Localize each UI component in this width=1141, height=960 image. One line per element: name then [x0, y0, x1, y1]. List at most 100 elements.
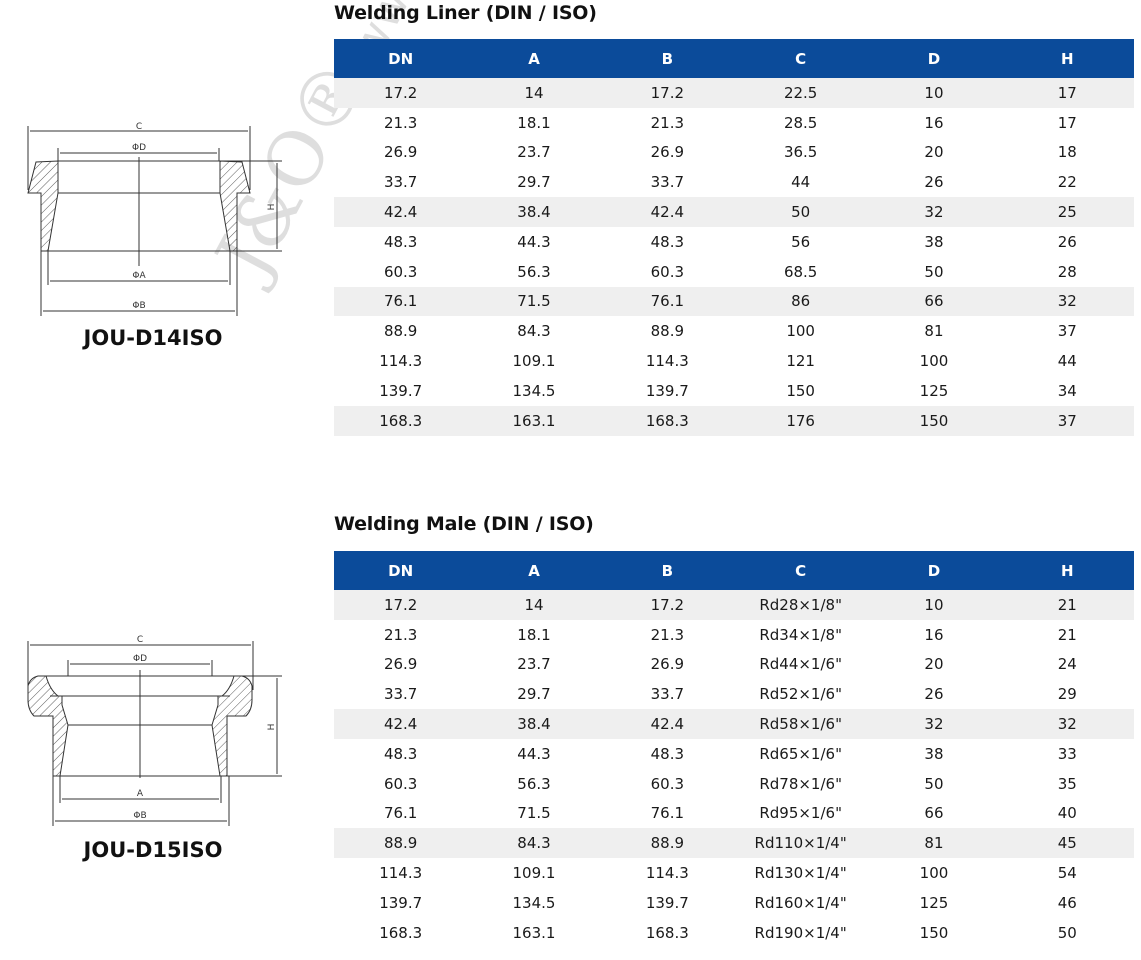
column-header-dn: DN: [334, 551, 468, 590]
cell-dn: 114.3: [379, 864, 423, 883]
liner-table: DN A B C D H 17.2 14 17.2 22.5 10 17 21.3 18.1 21.3 28…: [334, 39, 1134, 436]
cell-b: 48.3: [650, 232, 685, 251]
cell-a: 44.3: [517, 232, 551, 251]
cell-h: 21: [1000, 590, 1134, 620]
cell-a: 38.4: [467, 197, 601, 227]
cell-dn: 42.4: [334, 709, 468, 739]
table-row: 76.1 71.5 76.1 Rd95×1/6" 66 40: [334, 799, 1134, 829]
cell-a: 71.5: [467, 286, 601, 317]
column-header-h: H: [1000, 551, 1134, 590]
cell-d: 16: [924, 625, 944, 644]
cell-c: 50: [733, 197, 868, 227]
cell-dn: 17.2: [334, 78, 468, 108]
cell-d: 81: [924, 322, 944, 341]
cell-b: 88.9: [650, 322, 685, 341]
table-row: 42.4 38.4 42.4 50 32 25: [334, 197, 1134, 227]
cell-h: 29: [1057, 685, 1077, 704]
cell-a: 134.5: [512, 893, 556, 912]
cell-d: 150: [919, 923, 949, 942]
cell-c: Rd28×1/8": [733, 590, 868, 620]
cell-dn: 114.3: [379, 352, 423, 371]
cell-a: 38.4: [467, 709, 601, 739]
column-header-d: D: [867, 39, 1001, 78]
dim-label-b: ΦB: [132, 301, 145, 311]
dim-label-a: A: [137, 789, 144, 799]
dim-label-a: ΦA: [132, 271, 146, 281]
table-row: 114.3 109.1 114.3 121 100 44: [334, 346, 1134, 376]
liner-drawing: C ΦD ΦA ΦB H: [27, 122, 282, 316]
cell-dn: 139.7: [379, 381, 423, 400]
table-row: 26.9 23.7 26.9 Rd44×1/6" 20 24: [334, 650, 1134, 680]
liner-model-label: JOU-D14ISO: [83, 326, 223, 350]
male-model-label: JOU-D15ISO: [83, 838, 223, 862]
cell-a: 14: [467, 78, 601, 108]
cell-d: 32: [867, 197, 1001, 227]
cell-b: 76.1: [650, 804, 685, 823]
cell-h: 17: [1057, 113, 1077, 132]
cell-b: 33.7: [650, 685, 685, 704]
cell-b: 42.4: [600, 197, 734, 227]
cell-c: 56: [791, 232, 811, 251]
cell-c: 36.5: [783, 143, 818, 162]
cell-dn: 21.3: [383, 625, 418, 644]
table-row: 88.9 84.3 88.9 100 81 37: [334, 316, 1134, 346]
dim-label-h: H: [267, 724, 277, 731]
table-header-row: DN A B C D H: [334, 39, 1134, 78]
cell-c: Rd95×1/6": [759, 804, 842, 823]
cell-d: 125: [919, 893, 949, 912]
cell-b: 21.3: [650, 113, 685, 132]
cell-c: Rd110×1/4": [733, 828, 868, 859]
cell-a: 14: [467, 590, 601, 620]
cell-b: 33.7: [650, 173, 685, 192]
cell-a: 18.1: [517, 113, 551, 132]
cell-d: 100: [919, 864, 949, 883]
table-row: 139.7 134.5 139.7 150 125 34: [334, 376, 1134, 406]
dim-label-b: ΦB: [133, 811, 146, 821]
cell-b: 17.2: [600, 590, 734, 620]
cell-d: 20: [924, 655, 944, 674]
dim-label-d: ΦD: [133, 654, 147, 664]
cell-dn: 26.9: [383, 655, 418, 674]
dim-label-c: C: [136, 122, 142, 132]
cell-b: 26.9: [650, 655, 685, 674]
cell-a: 84.3: [467, 828, 601, 859]
cell-h: 22: [1057, 173, 1077, 192]
cell-h: 33: [1057, 744, 1077, 763]
column-header-d: D: [867, 551, 1001, 590]
cell-a: 109.1: [512, 864, 556, 883]
cell-h: 46: [1057, 893, 1077, 912]
cell-dn: 17.2: [334, 590, 468, 620]
table-row: 139.7 134.5 139.7 Rd160×1/4" 125 46: [334, 888, 1134, 918]
cell-c: 86: [733, 286, 868, 317]
cell-dn: 48.3: [383, 232, 418, 251]
column-header-c: C: [733, 39, 868, 78]
cell-d: 20: [924, 143, 944, 162]
cell-h: 54: [1057, 864, 1077, 883]
male-table: DN A B C D H 17.2 14 17.2 Rd28×1/8" 10 21 21.3 18.1 2…: [334, 551, 1134, 948]
cell-dn: 139.7: [379, 893, 423, 912]
cell-a: 18.1: [517, 625, 551, 644]
cell-d: 125: [919, 381, 949, 400]
cell-b: 88.9: [600, 828, 734, 859]
column-header-h: H: [1000, 39, 1134, 78]
cell-b: 21.3: [650, 625, 685, 644]
cell-h: 50: [1057, 923, 1077, 942]
cell-dn: 60.3: [383, 774, 418, 793]
cell-c: Rd44×1/6": [759, 655, 842, 674]
cell-b: 139.7: [645, 381, 689, 400]
cell-b: 168.3: [645, 923, 689, 942]
cell-a: 23.7: [517, 143, 551, 162]
cell-c: 100: [786, 322, 815, 341]
cell-h: 45: [1000, 828, 1134, 859]
table-row: 21.3 18.1 21.3 Rd34×1/8" 16 21: [334, 620, 1134, 650]
cell-c: Rd190×1/4": [754, 923, 847, 942]
cell-h: 24: [1057, 655, 1077, 674]
cell-dn: 76.1: [334, 286, 468, 317]
cell-dn: 60.3: [383, 262, 418, 281]
cell-d: 26: [924, 173, 944, 192]
table-row: 26.9 23.7 26.9 36.5 20 18: [334, 138, 1134, 168]
cell-d: 16: [924, 113, 944, 132]
cell-d: 81: [867, 828, 1001, 859]
table-row: 33.7 29.7 33.7 44 26 22: [334, 167, 1134, 197]
cell-h: 34: [1057, 381, 1077, 400]
